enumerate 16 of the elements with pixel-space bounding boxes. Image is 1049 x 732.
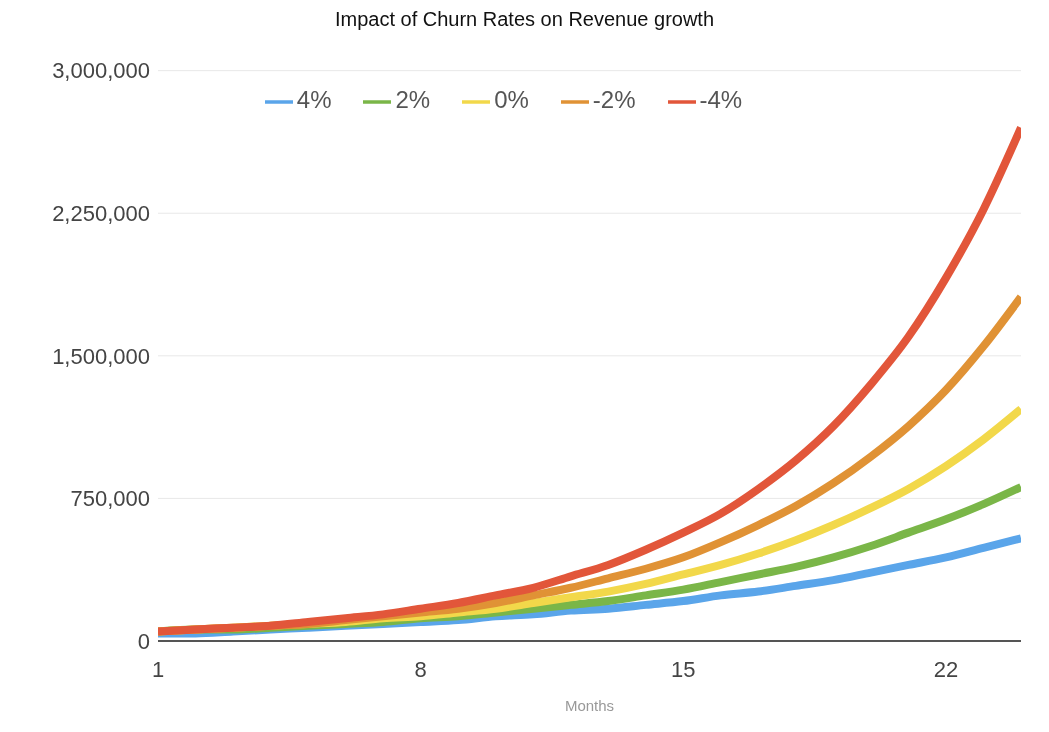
x-tick-label: 1: [151, 656, 165, 682]
x-tick-label: 22: [933, 656, 959, 682]
y-tick-label: 750,000: [70, 486, 150, 512]
chart-title: Impact of Churn Rates on Revenue growth: [333, 8, 716, 31]
y-tick-label: 0: [137, 628, 150, 654]
x-axis-title: Months: [564, 697, 615, 714]
y-tick-label: 2,250,000: [52, 201, 150, 227]
y-tick-label: 1,500,000: [52, 343, 150, 369]
y-tick-label: 3,000,000: [52, 58, 150, 84]
legend-label: -2%: [592, 86, 636, 113]
x-tick-label: 8: [414, 656, 427, 682]
x-tick-label: 15: [671, 656, 696, 682]
legend-label: -4%: [699, 86, 743, 113]
legend-label: 2%: [395, 86, 431, 113]
legend-label: 0%: [494, 86, 529, 113]
legend-label: 4%: [296, 86, 332, 113]
